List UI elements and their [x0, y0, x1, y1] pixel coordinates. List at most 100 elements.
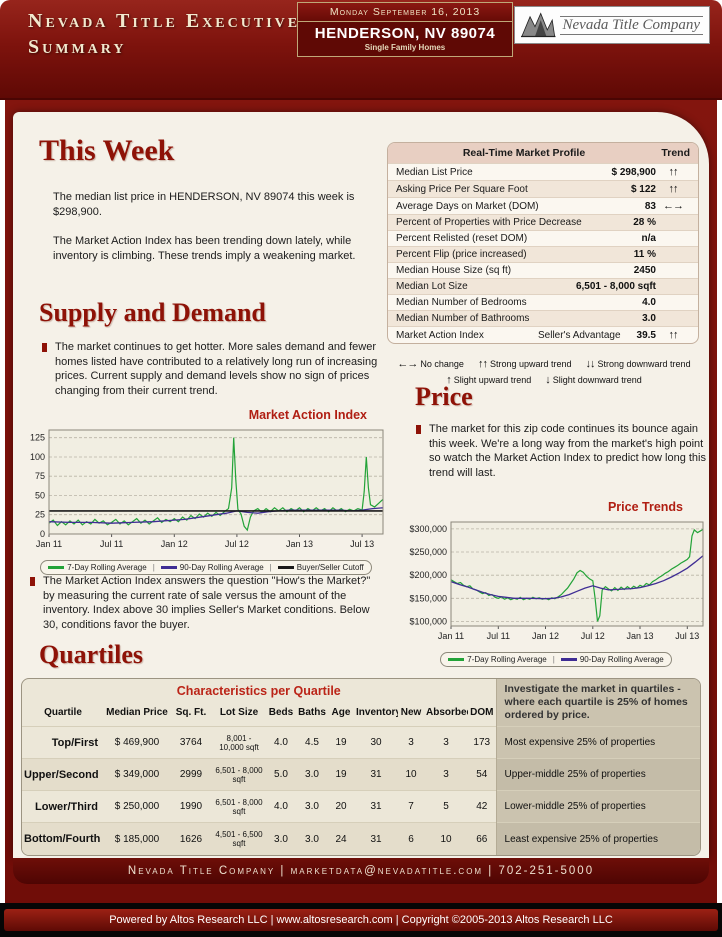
quartiles-column-header: Beds [268, 707, 294, 719]
quartile-description: Lower-middle 25% of properties [495, 790, 700, 823]
market-profile-row-label: Percent of Properties with Price Decreas… [396, 217, 582, 228]
trend-legend-item: ↓ Slight downward trend [545, 374, 642, 386]
this-week-paragraph-2: The Market Action Index has been trendin… [53, 235, 356, 262]
legend-item: 7-Day Rolling Average [448, 655, 547, 664]
trend-legend-row: ←→ No change ↑↑ Strong upward trend ↓↓ Strong… [383, 358, 705, 370]
market-profile-row-label: Percent Relisted (reset DOM) [396, 233, 528, 244]
quartile-inventory: 31 [354, 822, 398, 855]
quartile-name: Upper/Second [22, 758, 104, 791]
report-header: Nevada Title Executive Summary Monday Se… [0, 0, 722, 100]
legend-label: 7-Day Rolling Average [67, 563, 147, 572]
market-profile-title: Real-Time Market Profile [462, 147, 586, 159]
market-profile-row-value: $ 298,900 [611, 166, 657, 178]
market-profile-row-sublabel: Seller's Advantage [538, 329, 621, 341]
market-profile-row-value: 6,501 - 8,000 sqft [575, 281, 656, 292]
quartiles-column-header: New [400, 707, 422, 719]
legend-label: Buyer/Seller Cutoff [296, 563, 364, 572]
market-profile-row-value: n/a [641, 233, 656, 244]
trend-legend-label: Slight upward trend [453, 375, 532, 385]
quartile-absorbed: 3 [424, 758, 468, 791]
svg-text:50: 50 [35, 491, 45, 501]
trend-legend-item: ↑↑ Strong upward trend [478, 358, 572, 370]
svg-text:25: 25 [35, 510, 45, 520]
market-profile-rows: Median List Price $ 298,900 ↑↑ Asking Price… [388, 163, 698, 343]
market-profile-row: Median List Price $ 298,900 ↑↑ [388, 163, 698, 180]
supply-demand-paragraph: The market continues to get hotter. More… [42, 340, 385, 398]
svg-text:$150,000: $150,000 [409, 593, 447, 603]
trend-arrow-icon: ↓↓ [585, 358, 596, 370]
quartile-inventory: 31 [354, 790, 398, 823]
quartile-beds: 4.0 [266, 790, 296, 823]
legend-swatch [160, 566, 177, 570]
quartile-dom: 66 [468, 822, 497, 855]
quartiles-column-header: Quartile [44, 707, 82, 719]
trend-legend-item: ←→ No change [397, 358, 464, 370]
contact-footer: Nevada Title Company | marketdata@nevada… [13, 858, 709, 884]
svg-text:$100,000: $100,000 [409, 616, 447, 626]
quartiles-sidebar-intro: Investigate the market in quartiles - wh… [495, 679, 700, 727]
market-profile-row-label: Median House Size (sq ft) [396, 265, 512, 276]
quartiles-column-header: Inventory [356, 707, 398, 719]
market-profile-row-value: 83 [644, 200, 656, 212]
market-profile-table: Real-Time Market Profile Trend Median Li… [387, 142, 699, 344]
quartiles-row: Upper/Second $ 349,000 2999 6,501 - 8,000 s… [22, 758, 700, 791]
quartile-median-price: $ 469,900 [104, 726, 170, 759]
svg-text:75: 75 [35, 471, 45, 481]
quartile-beds: 4.0 [266, 726, 296, 759]
market-profile-row-value: 28 % [633, 217, 656, 228]
svg-text:Jan 12: Jan 12 [532, 631, 559, 641]
market-profile-row-label: Percent Flip (price increased) [396, 249, 527, 260]
quartile-name: Top/First [22, 726, 104, 759]
report-body: This Week The median list price in HENDE… [5, 100, 717, 903]
quartile-description: Upper-middle 25% of properties [495, 758, 700, 791]
trend-legend-row: ↑ Slight upward trend ↓ Slight downward tre… [383, 374, 705, 386]
svg-text:Jul 12: Jul 12 [581, 631, 605, 641]
svg-text:0: 0 [40, 529, 45, 539]
svg-text:Jul 13: Jul 13 [350, 539, 374, 549]
legend-divider: | [552, 655, 555, 664]
report-title: Nevada Title Executive Summary [28, 8, 300, 60]
market-action-index-explanation: The Market Action Index answers the ques… [30, 574, 381, 632]
trend-legend-label: Slight downward trend [552, 375, 642, 385]
market-profile-row-label: Median Number of Bathrooms [396, 313, 530, 324]
market-profile-row-value: 39.5 [636, 329, 656, 341]
quartiles-row: Top/First $ 469,900 3764 8,001 - 10,000 sqf… [22, 726, 700, 759]
market-profile-row-value: 2450 [633, 265, 656, 276]
quartile-name: Lower/Third [22, 790, 104, 823]
powered-by-bar: Powered by Altos Research LLC | www.alto… [4, 909, 718, 931]
property-type-label: Single Family Homes [364, 43, 446, 52]
market-profile-row-value: $ 122 [630, 183, 656, 195]
quartile-median-price: $ 349,000 [104, 758, 170, 791]
quartile-absorbed: 10 [424, 822, 468, 855]
svg-text:$300,000: $300,000 [409, 524, 447, 534]
quartile-new: 3 [398, 726, 424, 759]
market-profile-row-label: Median Lot Size [396, 281, 468, 292]
quartile-beds: 3.0 [266, 822, 296, 855]
trend-arrow-icon: ←→ [663, 200, 684, 212]
legend-swatch [560, 658, 577, 662]
quartile-median-price: $ 185,000 [104, 822, 170, 855]
trend-legend-label: Strong downward trend [597, 359, 691, 369]
quartiles-column-header: Baths [298, 707, 326, 719]
quartile-age: 20 [328, 790, 354, 823]
quartile-new: 10 [398, 758, 424, 791]
svg-text:Jan 12: Jan 12 [161, 539, 188, 549]
quartile-new: 6 [398, 822, 424, 855]
trend-arrow-icon: ↑↑ [668, 183, 679, 195]
quartile-absorbed: 5 [424, 790, 468, 823]
quartile-lot-size: 6,501 - 8,000 sqft [212, 758, 266, 791]
quartile-baths: 3.0 [296, 822, 328, 855]
report-title-line1: Nevada Title Executive [28, 10, 301, 32]
market-profile-row: Median Number of Bathrooms 3.0 [388, 310, 698, 326]
quartile-description: Most expensive 25% of properties [495, 726, 700, 759]
market-profile-row-label: Average Days on Market (DOM) [396, 200, 539, 212]
svg-text:Jul 12: Jul 12 [225, 539, 249, 549]
market-profile-row: Median House Size (sq ft) 2450 [388, 262, 698, 278]
quartiles-table-wrap: Characteristics per Quartile Investigate … [21, 678, 701, 856]
quartile-dom: 173 [468, 726, 497, 759]
quartile-lot-size: 6,501 - 8,000 sqft [212, 790, 266, 823]
report-date: Monday September 16, 2013 [298, 3, 512, 22]
svg-text:$250,000: $250,000 [409, 547, 447, 557]
legend-label: 90-Day Rolling Average [579, 655, 664, 664]
